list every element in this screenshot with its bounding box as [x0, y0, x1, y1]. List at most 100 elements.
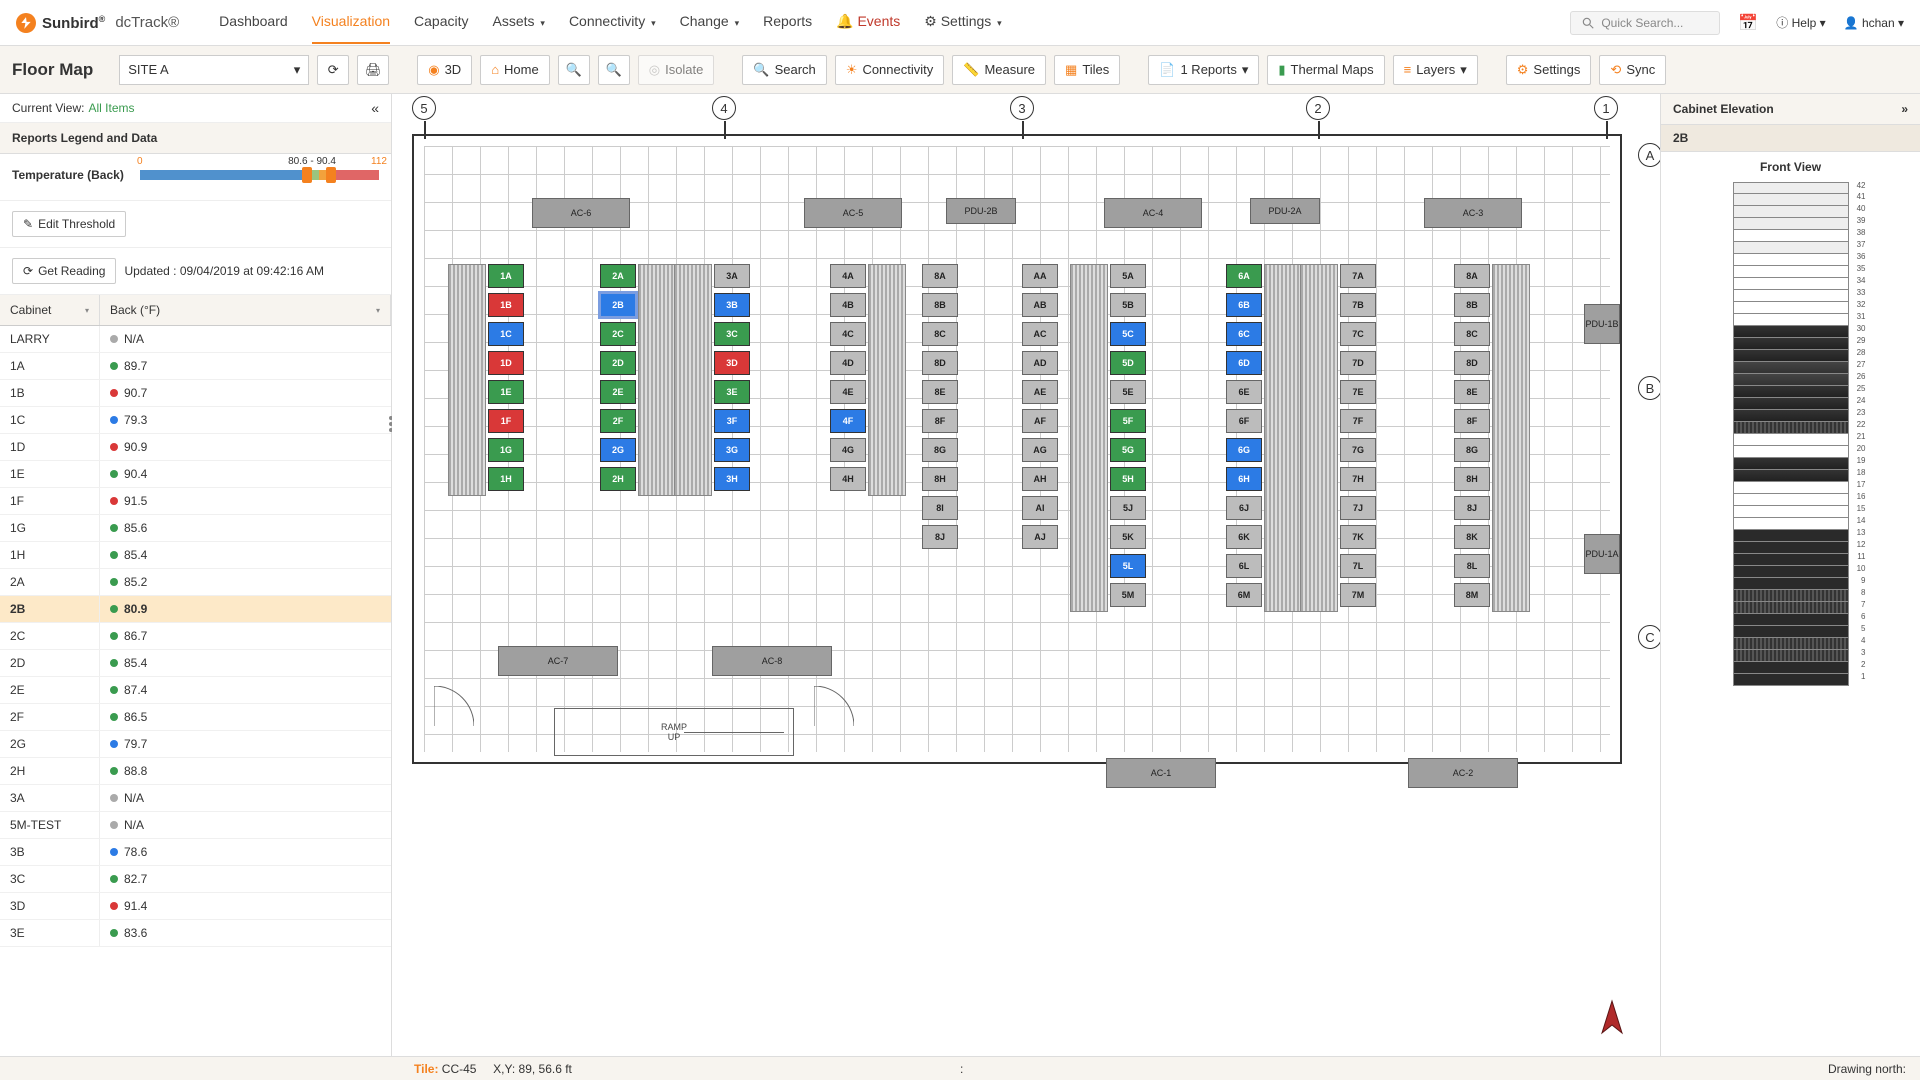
search-button[interactable]: 🔍Search — [742, 55, 826, 85]
cabinet-8I[interactable]: 8I — [922, 496, 958, 520]
isolate-button[interactable]: ◎Isolate — [638, 55, 715, 85]
cabinet-1G[interactable]: 1G — [488, 438, 524, 462]
cabinet-7A[interactable]: 7A — [1340, 264, 1376, 288]
rack-elevation[interactable]: 4241403938373635343332313029282726252423… — [1733, 182, 1849, 686]
rack-unit[interactable]: 28 — [1733, 350, 1849, 362]
cabinet-3C[interactable]: 3C — [714, 322, 750, 346]
cabinet-5B[interactable]: 5B — [1110, 293, 1146, 317]
user-menu[interactable]: 👤 hchan ▾ — [1844, 16, 1904, 30]
table-row[interactable]: 1E90.4 — [0, 461, 391, 488]
ac-unit[interactable]: AC-7 — [498, 646, 618, 676]
temp-slider[interactable]: 0 80.6 - 90.4 112 — [140, 170, 379, 180]
expand-icon[interactable]: » — [1901, 102, 1908, 116]
rack-unit[interactable]: 42 — [1733, 182, 1849, 194]
ac-unit[interactable]: PDU-1B — [1584, 304, 1620, 344]
cabinet-1F[interactable]: 1F — [488, 409, 524, 433]
table-row[interactable]: 1C79.3 — [0, 407, 391, 434]
cabinet-6A[interactable]: 6A — [1226, 264, 1262, 288]
ac-unit[interactable]: AC-1 — [1106, 758, 1216, 788]
rack-unit[interactable]: 35 — [1733, 266, 1849, 278]
cabinet-1B[interactable]: 1B — [488, 293, 524, 317]
cabinet-6B[interactable]: 6B — [1226, 293, 1262, 317]
rack-unit[interactable]: 6 — [1733, 614, 1849, 626]
cabinet-5E[interactable]: 5E — [1110, 380, 1146, 404]
rack-unit[interactable]: 39 — [1733, 218, 1849, 230]
table-row[interactable]: 1B90.7 — [0, 380, 391, 407]
cabinet-8G[interactable]: 8G — [1454, 438, 1490, 462]
temp-handle-1[interactable] — [302, 167, 312, 183]
collapse-panel-icon[interactable]: « — [371, 100, 379, 116]
cabinet-7K[interactable]: 7K — [1340, 525, 1376, 549]
cabinet-8D[interactable]: 8D — [1454, 351, 1490, 375]
cabinet-6F[interactable]: 6F — [1226, 409, 1262, 433]
get-reading-button[interactable]: ⟳Get Reading — [12, 258, 116, 284]
table-row[interactable]: LARRYN/A — [0, 326, 391, 353]
cabinet-3F[interactable]: 3F — [714, 409, 750, 433]
cabinet-8C[interactable]: 8C — [1454, 322, 1490, 346]
rack-unit[interactable]: 41 — [1733, 194, 1849, 206]
rack-unit[interactable]: 4 — [1733, 638, 1849, 650]
cabinet-3H[interactable]: 3H — [714, 467, 750, 491]
ac-unit[interactable]: AC-2 — [1408, 758, 1518, 788]
cabinet-4F[interactable]: 4F — [830, 409, 866, 433]
cabinet-8M[interactable]: 8M — [1454, 583, 1490, 607]
rack-unit[interactable]: 1 — [1733, 674, 1849, 686]
calendar-icon[interactable]: 📅 — [1738, 13, 1758, 33]
table-row[interactable]: 3E83.6 — [0, 920, 391, 947]
rack-unit[interactable]: 26 — [1733, 374, 1849, 386]
cabinet-6K[interactable]: 6K — [1226, 525, 1262, 549]
cabinet-AE[interactable]: AE — [1022, 380, 1058, 404]
cabinet-4C[interactable]: 4C — [830, 322, 866, 346]
rack-unit[interactable]: 16 — [1733, 494, 1849, 506]
cabinet-5M[interactable]: 5M — [1110, 583, 1146, 607]
rack-unit[interactable]: 30 — [1733, 326, 1849, 338]
ac-unit[interactable]: AC-4 — [1104, 198, 1202, 228]
cabinet-4A[interactable]: 4A — [830, 264, 866, 288]
rack-unit[interactable]: 3 — [1733, 650, 1849, 662]
cabinet-2H[interactable]: 2H — [600, 467, 636, 491]
col-back[interactable]: Back (°F)▾ — [100, 295, 391, 325]
nav-assets[interactable]: Assets ▾ — [493, 1, 545, 44]
cabinet-4G[interactable]: 4G — [830, 438, 866, 462]
cabinet-1E[interactable]: 1E — [488, 380, 524, 404]
cabinet-7E[interactable]: 7E — [1340, 380, 1376, 404]
ac-unit[interactable]: AC-5 — [804, 198, 902, 228]
rack-unit[interactable]: 32 — [1733, 302, 1849, 314]
cabinet-8A[interactable]: 8A — [922, 264, 958, 288]
cabinet-2F[interactable]: 2F — [600, 409, 636, 433]
cabinet-7L[interactable]: 7L — [1340, 554, 1376, 578]
cabinet-AD[interactable]: AD — [1022, 351, 1058, 375]
cabinet-4D[interactable]: 4D — [830, 351, 866, 375]
refresh-button[interactable]: ⟳ — [317, 55, 349, 85]
cabinet-2D[interactable]: 2D — [600, 351, 636, 375]
rack-unit[interactable]: 33 — [1733, 290, 1849, 302]
rack-unit[interactable]: 38 — [1733, 230, 1849, 242]
cabinet-3G[interactable]: 3G — [714, 438, 750, 462]
cabinet-8D[interactable]: 8D — [922, 351, 958, 375]
rack-unit[interactable]: 36 — [1733, 254, 1849, 266]
rack-unit[interactable]: 14 — [1733, 518, 1849, 530]
cabinet-5K[interactable]: 5K — [1110, 525, 1146, 549]
rack-unit[interactable]: 18 — [1733, 470, 1849, 482]
cabinet-1H[interactable]: 1H — [488, 467, 524, 491]
table-row[interactable]: 1A89.7 — [0, 353, 391, 380]
cabinet-2A[interactable]: 2A — [600, 264, 636, 288]
ac-unit[interactable]: AC-6 — [532, 198, 630, 228]
rack-unit[interactable]: 2 — [1733, 662, 1849, 674]
table-row[interactable]: 3D91.4 — [0, 893, 391, 920]
cabinet-1D[interactable]: 1D — [488, 351, 524, 375]
rack-unit[interactable]: 34 — [1733, 278, 1849, 290]
nav-connectivity[interactable]: Connectivity ▾ — [569, 1, 656, 44]
cabinet-2C[interactable]: 2C — [600, 322, 636, 346]
cabinet-6G[interactable]: 6G — [1226, 438, 1262, 462]
ac-unit[interactable]: PDU-2A — [1250, 198, 1320, 224]
cabinet-8B[interactable]: 8B — [1454, 293, 1490, 317]
edit-threshold-button[interactable]: ✎Edit Threshold — [12, 211, 126, 237]
zoom-out-button[interactable]: 🔍 — [598, 55, 630, 85]
layers-button[interactable]: ≡Layers▾ — [1393, 55, 1478, 85]
rack-unit[interactable]: 31 — [1733, 314, 1849, 326]
cabinet-4B[interactable]: 4B — [830, 293, 866, 317]
cabinet-7B[interactable]: 7B — [1340, 293, 1376, 317]
rack-unit[interactable]: 17 — [1733, 482, 1849, 494]
current-view-link[interactable]: All Items — [88, 101, 134, 115]
